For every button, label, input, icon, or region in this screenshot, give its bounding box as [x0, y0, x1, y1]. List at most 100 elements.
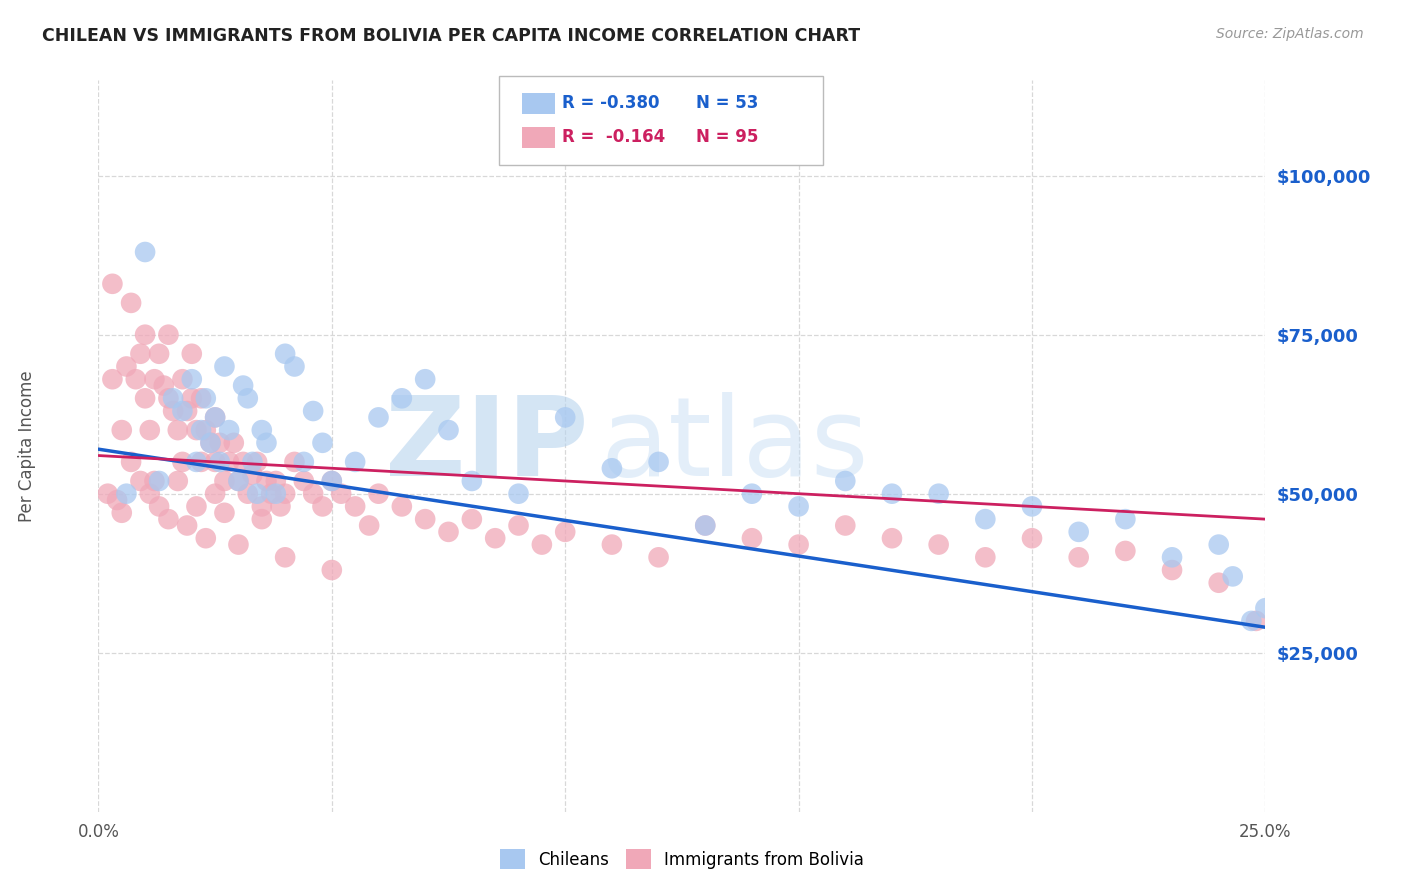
- Point: [321, 474, 343, 488]
- Point: [250, 512, 273, 526]
- Point: [554, 410, 576, 425]
- Point: [157, 512, 180, 526]
- Point: [97, 486, 120, 500]
- Point: [157, 392, 180, 406]
- Point: [260, 486, 283, 500]
- Point: [134, 327, 156, 342]
- Point: [143, 474, 166, 488]
- Point: [232, 378, 254, 392]
- Point: [218, 455, 240, 469]
- Point: [186, 500, 208, 514]
- Point: [139, 423, 162, 437]
- Point: [647, 550, 669, 565]
- Point: [172, 404, 194, 418]
- Point: [228, 474, 250, 488]
- Point: [554, 524, 576, 539]
- Point: [208, 435, 231, 450]
- Point: [250, 423, 273, 437]
- Point: [359, 518, 381, 533]
- Point: [321, 563, 343, 577]
- Point: [120, 455, 142, 469]
- Point: [214, 359, 236, 374]
- Point: [391, 392, 413, 406]
- Point: [115, 359, 138, 374]
- Point: [190, 423, 212, 437]
- Point: [176, 404, 198, 418]
- Point: [222, 435, 245, 450]
- Point: [162, 392, 184, 406]
- Point: [311, 500, 333, 514]
- Point: [1240, 614, 1263, 628]
- Point: [367, 486, 389, 500]
- Point: [928, 486, 950, 500]
- Point: [741, 486, 763, 500]
- Point: [787, 500, 810, 514]
- Point: [880, 531, 903, 545]
- Point: [1161, 550, 1184, 565]
- Point: [269, 500, 291, 514]
- Point: [180, 392, 202, 406]
- Point: [834, 474, 856, 488]
- Text: ZIP: ZIP: [385, 392, 589, 500]
- Point: [508, 518, 530, 533]
- Point: [256, 474, 278, 488]
- Text: atlas: atlas: [600, 392, 869, 500]
- Point: [508, 486, 530, 500]
- Point: [292, 455, 315, 469]
- Point: [172, 372, 194, 386]
- Point: [204, 455, 226, 469]
- Point: [461, 512, 484, 526]
- Point: [530, 538, 553, 552]
- Point: [1021, 500, 1043, 514]
- Point: [695, 518, 717, 533]
- Point: [194, 531, 217, 545]
- Point: [134, 245, 156, 260]
- Point: [880, 486, 903, 500]
- Point: [647, 455, 669, 469]
- Point: [236, 486, 259, 500]
- Point: [484, 531, 506, 545]
- Point: [264, 486, 287, 500]
- Point: [283, 455, 305, 469]
- Point: [180, 347, 202, 361]
- Point: [200, 435, 222, 450]
- Point: [194, 392, 217, 406]
- Point: [139, 486, 162, 500]
- Point: [246, 455, 269, 469]
- Point: [214, 474, 236, 488]
- Point: [204, 410, 226, 425]
- Point: [928, 538, 950, 552]
- Point: [143, 372, 166, 386]
- Point: [148, 474, 170, 488]
- Point: [367, 410, 389, 425]
- Point: [186, 455, 208, 469]
- Point: [274, 347, 297, 361]
- Point: [166, 474, 188, 488]
- Point: [834, 518, 856, 533]
- Point: [204, 410, 226, 425]
- Point: [330, 486, 353, 500]
- Point: [157, 327, 180, 342]
- Point: [974, 550, 997, 565]
- Point: [1067, 550, 1090, 565]
- Point: [292, 474, 315, 488]
- Point: [1244, 614, 1267, 628]
- Point: [1114, 512, 1136, 526]
- Point: [256, 435, 278, 450]
- Point: [1208, 538, 1230, 552]
- Point: [242, 467, 264, 482]
- Legend: Chileans, Immigrants from Bolivia: Chileans, Immigrants from Bolivia: [501, 849, 863, 869]
- Point: [148, 347, 170, 361]
- Point: [148, 500, 170, 514]
- Point: [461, 474, 484, 488]
- Point: [129, 474, 152, 488]
- Point: [302, 404, 325, 418]
- Point: [1114, 544, 1136, 558]
- Point: [180, 372, 202, 386]
- Point: [228, 538, 250, 552]
- Point: [176, 518, 198, 533]
- Point: [250, 500, 273, 514]
- Point: [437, 524, 460, 539]
- Point: [232, 455, 254, 469]
- Text: N = 53: N = 53: [696, 95, 758, 112]
